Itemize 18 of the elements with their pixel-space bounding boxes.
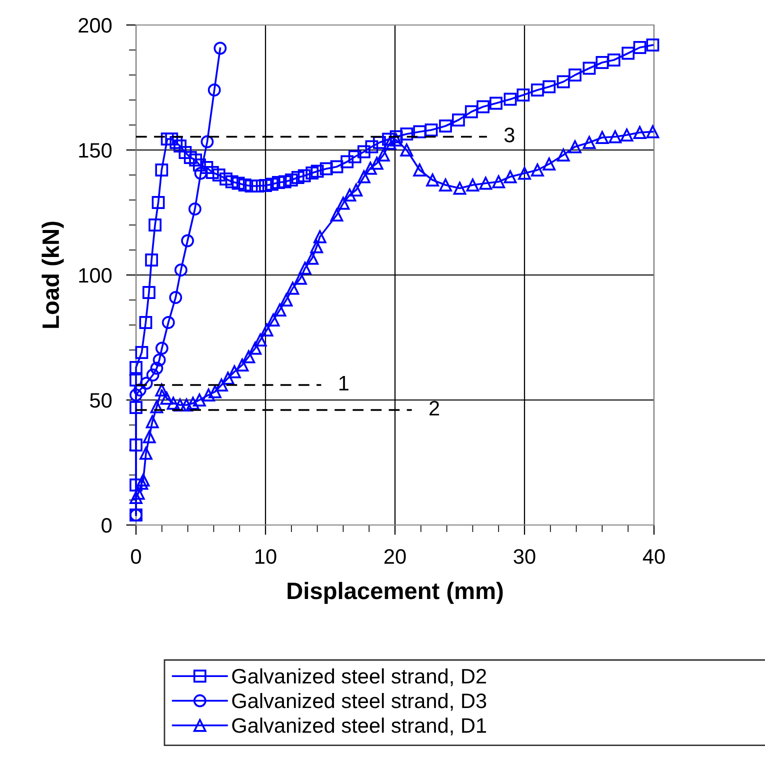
x-axis-title: Displacement (mm)	[288, 582, 503, 604]
x-tick-label: 0	[131, 549, 141, 564]
x-tick-label: 40	[642, 549, 665, 564]
y-tick-label: 0	[102, 518, 112, 533]
legend-label: Galvanized steel strand, D2	[232, 668, 486, 686]
annotation: 3	[504, 128, 514, 142]
y-tick-label: 200	[78, 18, 112, 33]
y-axis-title: Load (kN)	[42, 222, 64, 328]
x-tick-label: 10	[256, 549, 276, 564]
legend-label: Galvanized steel strand, D3	[232, 692, 486, 711]
y-tick-label: 100	[79, 268, 112, 283]
x-tick-label: 30	[514, 549, 536, 564]
y-tick-label: 50	[90, 393, 112, 408]
x-tick-label: 20	[384, 549, 406, 564]
legend-label: Galvanized steel strand, D1	[232, 718, 486, 736]
annotation: 1	[339, 376, 348, 390]
annotation: 2	[430, 400, 440, 416]
y-tick-label: 150	[79, 143, 112, 158]
